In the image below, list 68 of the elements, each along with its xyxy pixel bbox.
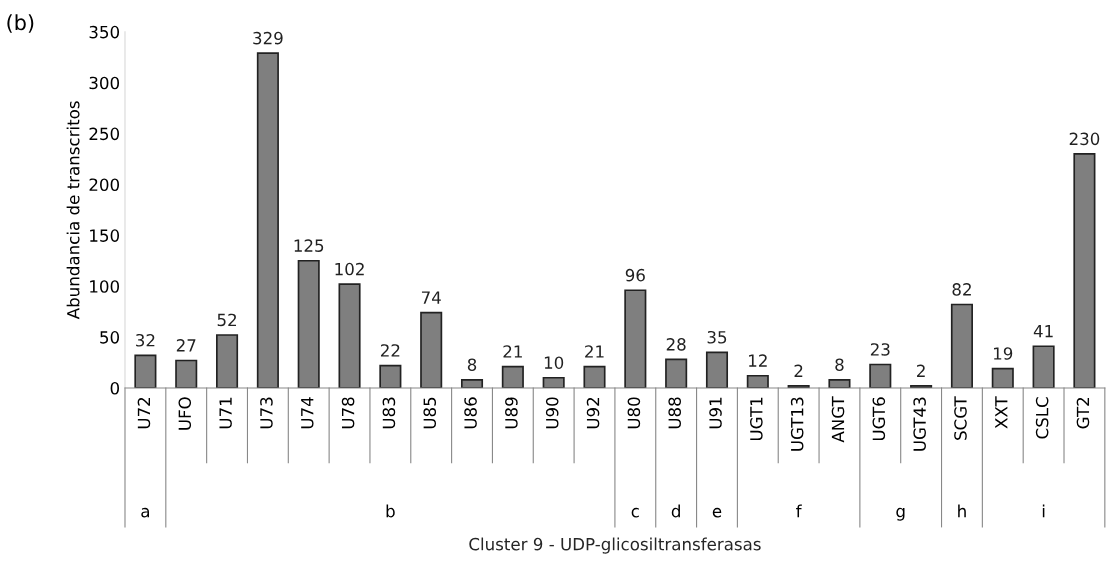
x-tick-label: UGT6 (872, 397, 886, 441)
data-label: 41 (1033, 325, 1053, 338)
data-label: 2 (917, 364, 925, 377)
x-tick-label: U72 (137, 397, 151, 429)
x-tick-label: U89 (505, 397, 518, 429)
y-tick-label: 200 (89, 178, 120, 192)
y-tick-label: 350 (89, 25, 120, 39)
x-tick-label: UFO (178, 397, 192, 430)
data-label: 230 (1069, 132, 1100, 146)
y-axis-title: Abundancia de transcritos (66, 101, 80, 320)
chart-title: (b) (7, 14, 34, 33)
data-label: 10 (544, 356, 564, 369)
data-label: 8 (835, 358, 844, 372)
x-tick-label: U78 (341, 397, 355, 429)
y-tick-label: 0 (110, 381, 120, 395)
x-tick-label: U80 (627, 397, 641, 429)
text: d (671, 504, 680, 518)
data-label: 74 (421, 291, 441, 304)
text: a (141, 507, 149, 518)
x-tick-label: SCGT (954, 396, 967, 440)
data-label: 27 (176, 339, 196, 352)
x-tick-label: CSLC (1035, 397, 1049, 439)
data-label: 82 (952, 283, 971, 296)
x-tick-label: U86 (464, 397, 477, 429)
data-label: 329 (253, 31, 283, 45)
x-tick-label: ANGT (831, 396, 845, 443)
y-tick-label: 50 (100, 331, 120, 344)
text: f (796, 504, 802, 518)
data-label: 32 (136, 333, 155, 347)
x-tick-label: U92 (586, 397, 600, 429)
data-label: 22 (380, 344, 400, 357)
x-tick-label: U91 (709, 397, 722, 429)
y-tick-label: 250 (89, 127, 120, 141)
x-tick-label: U71 (219, 397, 232, 429)
data-label: 12 (749, 354, 767, 367)
data-label: 8 (467, 358, 477, 372)
text: c (631, 507, 639, 518)
y-tick-label: 150 (90, 229, 120, 242)
text: g (896, 507, 905, 521)
x-tick-label: UGT43 (913, 397, 926, 451)
data-label: 21 (503, 345, 522, 358)
x-tick-label: U74 (301, 397, 314, 429)
data-label: 52 (217, 313, 236, 327)
x-tick-label: U90 (545, 397, 559, 429)
data-label: 125 (294, 239, 324, 252)
x-tick-label: U88 (668, 397, 681, 429)
text: e (712, 507, 722, 518)
x-tick-label: U83 (382, 397, 396, 429)
data-label: 2 (794, 364, 803, 377)
data-label: 96 (625, 268, 645, 282)
text: b (386, 504, 395, 518)
x-tick-label: UGT13 (790, 397, 804, 451)
text: Cluster 9 - UDP-glicosiltransferasas (469, 537, 761, 554)
text: i (1042, 504, 1045, 518)
text: h (958, 504, 966, 518)
x-tick-label: GT2 (1076, 397, 1090, 429)
data-label: 35 (707, 330, 727, 344)
data-label: 102 (335, 262, 364, 276)
data-label: 21 (585, 345, 604, 358)
data-label: 28 (666, 338, 686, 351)
data-label: 19 (994, 347, 1013, 360)
x-tick-label: XXT (995, 396, 1008, 429)
x-tick-label: U73 (260, 397, 273, 429)
y-tick-label: 300 (89, 76, 120, 90)
x-tick-label: U85 (423, 397, 437, 429)
x-tick-label: UGT1 (750, 397, 763, 441)
y-tick-label: 100 (90, 280, 120, 293)
data-label: 23 (870, 343, 890, 356)
